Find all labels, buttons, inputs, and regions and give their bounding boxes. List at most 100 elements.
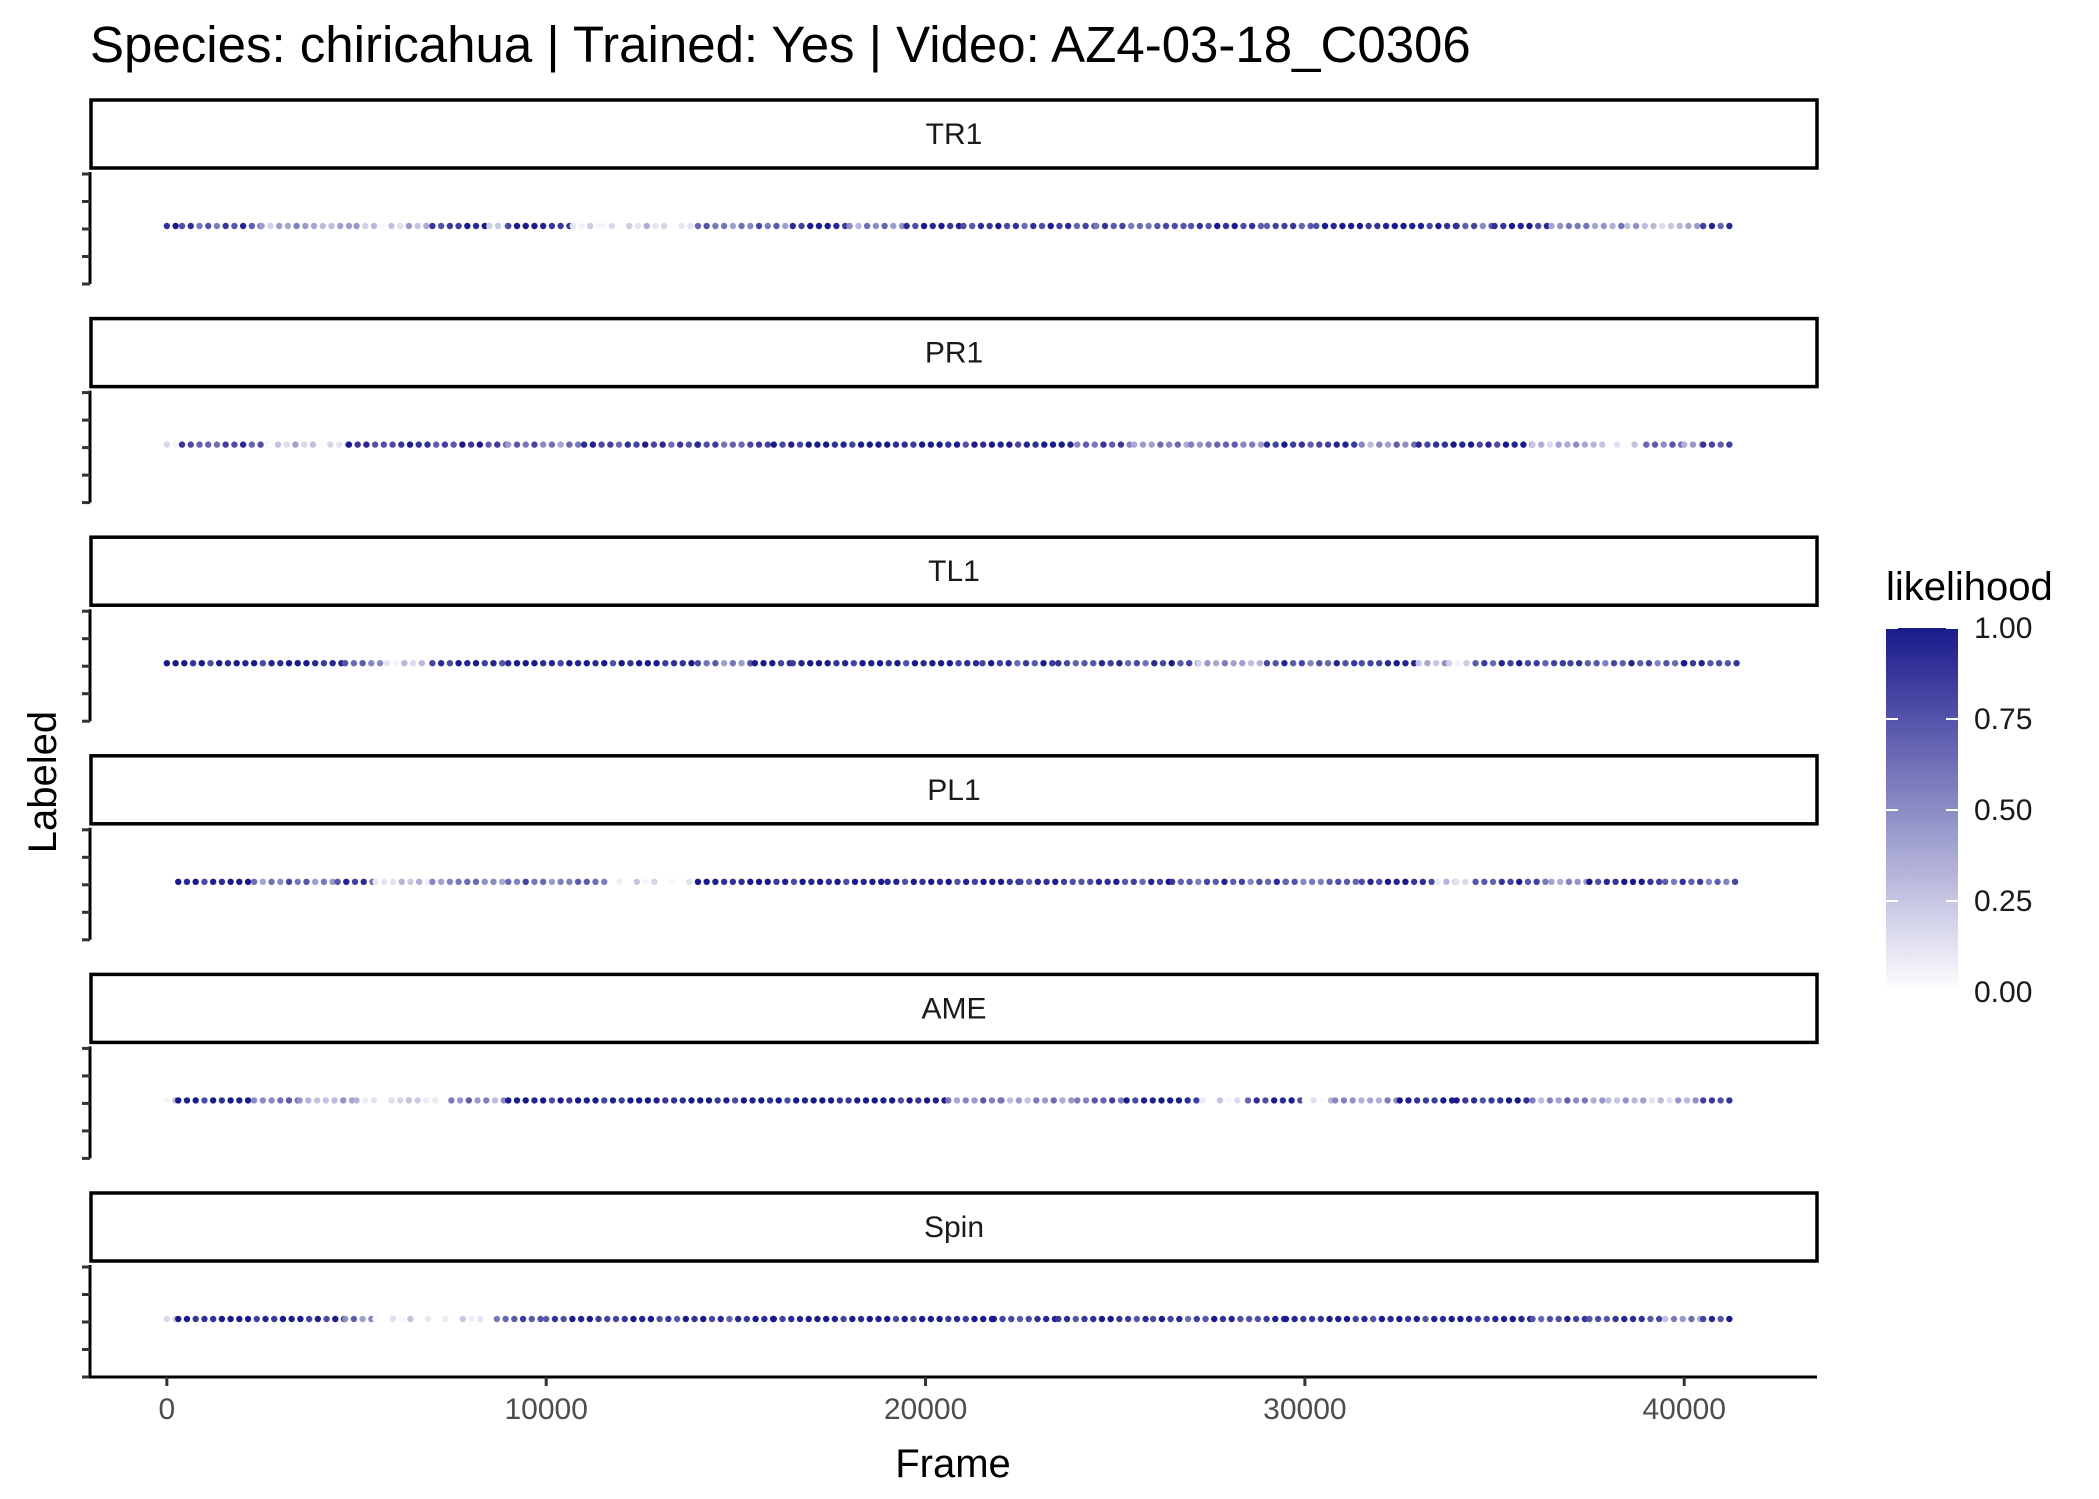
data-point <box>875 441 882 448</box>
data-point <box>1726 1097 1733 1104</box>
data-point <box>414 1097 421 1104</box>
data-point <box>318 441 325 448</box>
data-point <box>1195 878 1202 885</box>
data-point <box>1073 222 1081 230</box>
data-point <box>881 222 888 230</box>
data-point <box>494 222 502 230</box>
data-point <box>616 878 623 885</box>
data-point <box>1631 1097 1638 1104</box>
data-point <box>388 1097 395 1104</box>
data-point <box>773 878 780 885</box>
data-point <box>1435 222 1442 230</box>
data-point <box>1358 441 1365 448</box>
data-point <box>557 660 564 667</box>
data-point <box>770 441 778 448</box>
data-point <box>1212 878 1219 885</box>
data-point <box>953 441 961 448</box>
data-point <box>1621 878 1628 885</box>
data-point <box>389 441 396 448</box>
data-point <box>777 660 785 667</box>
data-point <box>1183 441 1190 448</box>
data-point <box>1033 1097 1040 1104</box>
data-point <box>244 1097 252 1104</box>
data-point <box>481 660 488 667</box>
data-point <box>341 660 349 667</box>
data-point <box>429 660 436 667</box>
data-point <box>218 1315 226 1323</box>
data-point <box>1254 1315 1262 1323</box>
data-point <box>1662 878 1669 885</box>
data-point <box>1326 1315 1333 1323</box>
data-point <box>1609 222 1616 230</box>
data-point <box>415 1315 423 1323</box>
data-point <box>1168 660 1175 667</box>
data-point <box>1117 441 1125 448</box>
data-point <box>522 1097 529 1104</box>
data-point <box>1376 660 1383 667</box>
data-point <box>644 660 652 667</box>
data-point <box>1324 441 1332 448</box>
data-point <box>1151 660 1158 667</box>
data-point <box>653 660 660 667</box>
data-point <box>586 1315 594 1323</box>
data-point <box>224 660 232 667</box>
data-point <box>1139 878 1146 885</box>
data-point <box>962 1315 969 1323</box>
data-point <box>1457 1315 1464 1323</box>
data-point <box>1393 878 1400 885</box>
data-point <box>1470 1097 1478 1104</box>
data-point <box>483 1097 490 1104</box>
data-point <box>929 222 936 230</box>
data-point <box>1335 878 1342 885</box>
data-point <box>810 1097 817 1104</box>
data-point <box>314 1315 322 1323</box>
data-point <box>747 222 754 230</box>
data-point <box>945 441 952 448</box>
data-point <box>183 1315 191 1323</box>
data-point <box>1222 441 1230 448</box>
data-point <box>522 222 529 230</box>
data-point <box>1424 660 1431 667</box>
data-point <box>747 441 754 448</box>
data-point <box>1564 441 1571 448</box>
data-point <box>1050 1097 1057 1104</box>
data-point <box>979 660 986 667</box>
data-point <box>569 222 576 230</box>
data-point <box>1548 878 1555 885</box>
data-point <box>1605 1097 1612 1104</box>
data-point <box>971 1097 978 1104</box>
data-point <box>789 660 796 667</box>
data-point <box>1005 660 1012 667</box>
data-point <box>409 660 417 667</box>
data-point <box>1049 660 1056 667</box>
data-point <box>351 878 359 885</box>
data-point <box>1047 222 1054 230</box>
data-point <box>216 660 223 667</box>
data-point <box>292 441 299 448</box>
data-point <box>703 222 710 230</box>
data-point <box>1351 660 1358 667</box>
data-point <box>1101 222 1109 230</box>
data-point <box>277 1097 284 1104</box>
data-point <box>1443 222 1451 230</box>
data-point <box>996 660 1004 667</box>
data-point <box>1581 441 1589 448</box>
data-point <box>855 222 862 230</box>
legend-tick-label: 0.75 <box>1974 703 2032 736</box>
data-point <box>513 1097 521 1104</box>
data-point <box>604 1315 611 1323</box>
data-point <box>1670 878 1678 885</box>
data-point <box>862 1097 870 1104</box>
data-point <box>857 1315 865 1323</box>
data-point <box>389 1315 397 1323</box>
data-point <box>363 441 370 448</box>
data-point <box>999 1315 1006 1323</box>
data-point <box>1237 1315 1244 1323</box>
legend-ticks: 1.00 0.75 0.50 0.25 0.00 <box>1886 612 2032 1009</box>
facet-strip-label: PL1 <box>927 774 980 807</box>
data-point <box>1509 1315 1516 1323</box>
data-point <box>679 1097 686 1104</box>
data-point <box>808 878 815 885</box>
data-point <box>825 878 833 885</box>
data-point <box>997 441 1004 448</box>
